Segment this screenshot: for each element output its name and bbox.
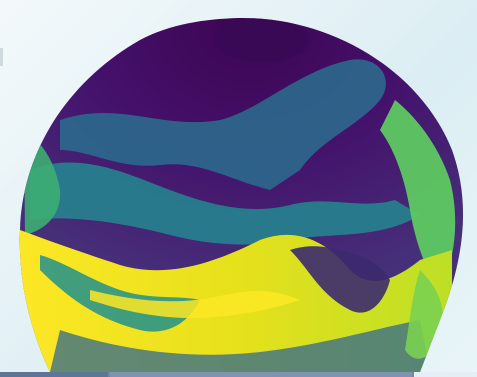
blue-filament-lower <box>50 320 430 372</box>
bottom-bar-segment-left <box>0 372 108 377</box>
bottom-bar-segment-right <box>414 372 477 377</box>
bottom-bar-segment-middle <box>110 372 412 377</box>
dark-vortex-top <box>214 18 310 62</box>
teal-filament-upper <box>60 59 386 191</box>
green-edge-right <box>405 270 444 359</box>
bottom-bar <box>0 372 477 377</box>
edge-marker <box>0 48 3 66</box>
green-band-right <box>380 100 456 290</box>
yellow-streak <box>90 290 300 318</box>
dark-tongue-center <box>290 246 390 313</box>
teal-filament-mid <box>30 162 420 245</box>
